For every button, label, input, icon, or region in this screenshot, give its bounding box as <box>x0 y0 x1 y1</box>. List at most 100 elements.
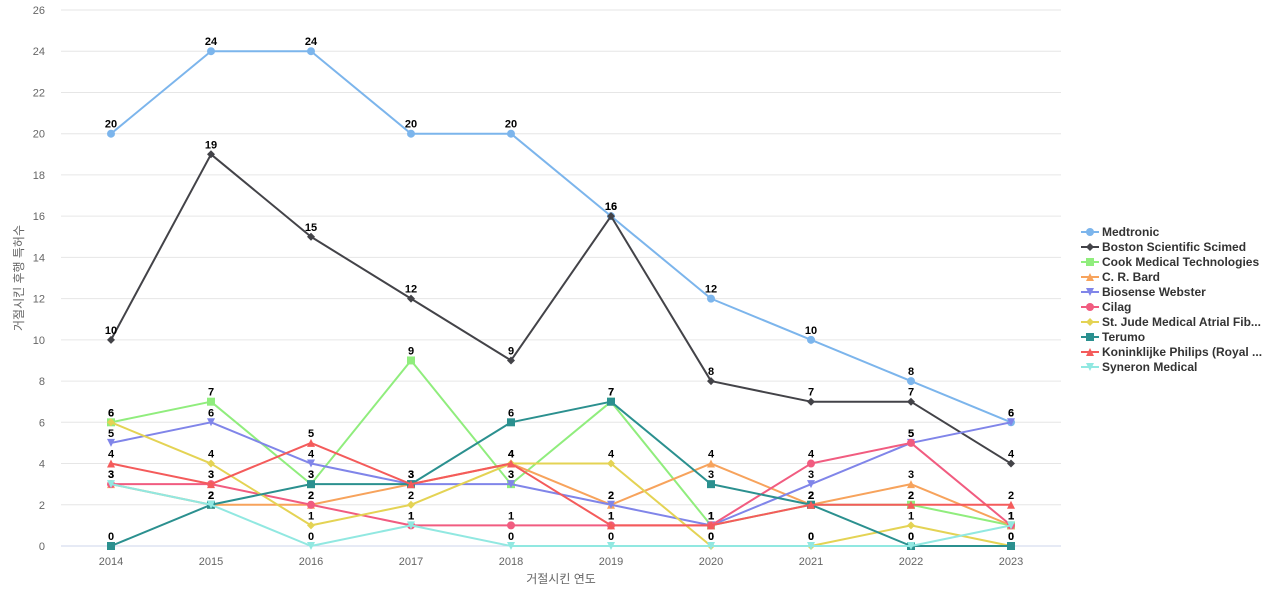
series-line <box>110 462 1012 527</box>
legend-item[interactable]: Syneron Medical <box>1080 359 1262 374</box>
legend-item[interactable]: Cook Medical Technologies <box>1080 254 1262 269</box>
data-label: 20 <box>405 119 417 131</box>
data-label: 2 <box>208 490 214 502</box>
data-point <box>1007 542 1015 550</box>
series-4 <box>107 418 1015 530</box>
y-tick-label: 22 <box>33 87 45 99</box>
data-label: 8 <box>708 366 714 378</box>
data-point <box>707 521 715 530</box>
data-label: 3 <box>408 469 414 481</box>
data-label: 0 <box>708 531 714 543</box>
data-point <box>807 459 815 468</box>
data-point <box>1007 500 1015 509</box>
data-label: 0 <box>508 531 514 543</box>
x-tick-label: 2020 <box>699 556 723 568</box>
legend-label: Biosense Webster <box>1102 284 1206 299</box>
data-label: 0 <box>108 531 114 543</box>
legend-item[interactable]: St. Jude Medical Atrial Fib... <box>1080 314 1262 329</box>
data-label: 2 <box>608 490 614 502</box>
series-line <box>110 441 1011 527</box>
series-1 <box>107 150 1015 468</box>
data-label: 7 <box>608 387 614 399</box>
data-label: 1 <box>908 510 914 522</box>
series-8 <box>107 438 1015 530</box>
legend-marker <box>1086 347 1094 356</box>
data-point <box>907 521 915 530</box>
data-label: 10 <box>805 325 817 337</box>
data-label: 3 <box>508 469 514 481</box>
data-label: 3 <box>708 469 714 481</box>
data-label: 10 <box>105 325 117 337</box>
data-point <box>507 521 515 530</box>
series-line <box>110 400 1011 547</box>
data-label: 3 <box>408 469 414 481</box>
series-line <box>110 153 1012 465</box>
data-label: 0 <box>1008 531 1014 543</box>
data-label: 2 <box>208 490 214 502</box>
legend-item[interactable]: Medtronic <box>1080 224 1262 239</box>
data-point <box>507 542 515 550</box>
legend-item[interactable]: Cilag <box>1080 299 1262 314</box>
legend-marker <box>1086 302 1094 311</box>
data-label: 6 <box>1008 407 1014 419</box>
data-label: 5 <box>308 428 314 440</box>
data-point <box>807 480 815 489</box>
data-label: 0 <box>1008 531 1014 543</box>
data-label: 20 <box>105 119 117 131</box>
data-point <box>407 480 415 489</box>
data-label: 0 <box>608 531 614 543</box>
legend-symbol <box>1081 332 1099 341</box>
data-label: 5 <box>108 428 114 440</box>
data-label: 4 <box>208 449 215 461</box>
x-tick-label: 2021 <box>799 556 823 568</box>
data-label: 2 <box>608 490 614 502</box>
legend-item[interactable]: Boston Scientific Scimed <box>1080 239 1262 254</box>
data-label: 0 <box>308 531 314 543</box>
data-label: 20 <box>505 119 517 131</box>
legend-item[interactable]: Biosense Webster <box>1080 284 1262 299</box>
data-point <box>607 212 615 221</box>
legend-item[interactable]: C. R. Bard <box>1080 269 1262 284</box>
data-point <box>207 397 215 406</box>
legend-item[interactable]: Terumo <box>1080 329 1262 344</box>
data-label: 0 <box>908 531 914 543</box>
data-point <box>207 459 215 468</box>
data-label: 3 <box>908 469 914 481</box>
data-label: 0 <box>808 531 814 543</box>
data-point <box>1007 459 1015 468</box>
legend-symbol <box>1081 317 1099 326</box>
y-tick-label: 18 <box>33 170 45 182</box>
data-point <box>107 129 115 138</box>
legend-label: Medtronic <box>1102 224 1160 239</box>
data-point <box>107 459 115 468</box>
data-label: 7 <box>208 387 214 399</box>
y-tick-label: 4 <box>39 459 45 471</box>
data-label: 9 <box>508 345 514 357</box>
data-label: 1 <box>408 510 414 522</box>
data-label: 2 <box>308 490 314 502</box>
legend-marker <box>1086 257 1094 266</box>
data-label: 3 <box>308 469 314 481</box>
legend-symbol <box>1081 227 1099 236</box>
data-point <box>607 542 615 550</box>
data-point <box>907 500 915 509</box>
data-point <box>907 397 915 406</box>
data-label: 4 <box>508 449 515 461</box>
y-tick-label: 14 <box>33 252 45 264</box>
data-label: 15 <box>305 222 317 234</box>
y-tick-label: 6 <box>39 417 45 429</box>
legend-marker <box>1086 242 1094 251</box>
legend-item[interactable]: Koninklijke Philips (Royal ... <box>1080 344 1262 359</box>
data-label: 3 <box>408 469 414 481</box>
legend-marker <box>1086 362 1094 371</box>
x-tick-label: 2014 <box>99 556 123 568</box>
y-tick-label: 26 <box>33 5 45 17</box>
data-label: 1 <box>1008 510 1014 522</box>
data-point <box>907 438 915 447</box>
data-point <box>407 356 415 365</box>
data-point <box>107 335 115 344</box>
data-point <box>107 542 115 550</box>
data-point <box>307 232 315 241</box>
